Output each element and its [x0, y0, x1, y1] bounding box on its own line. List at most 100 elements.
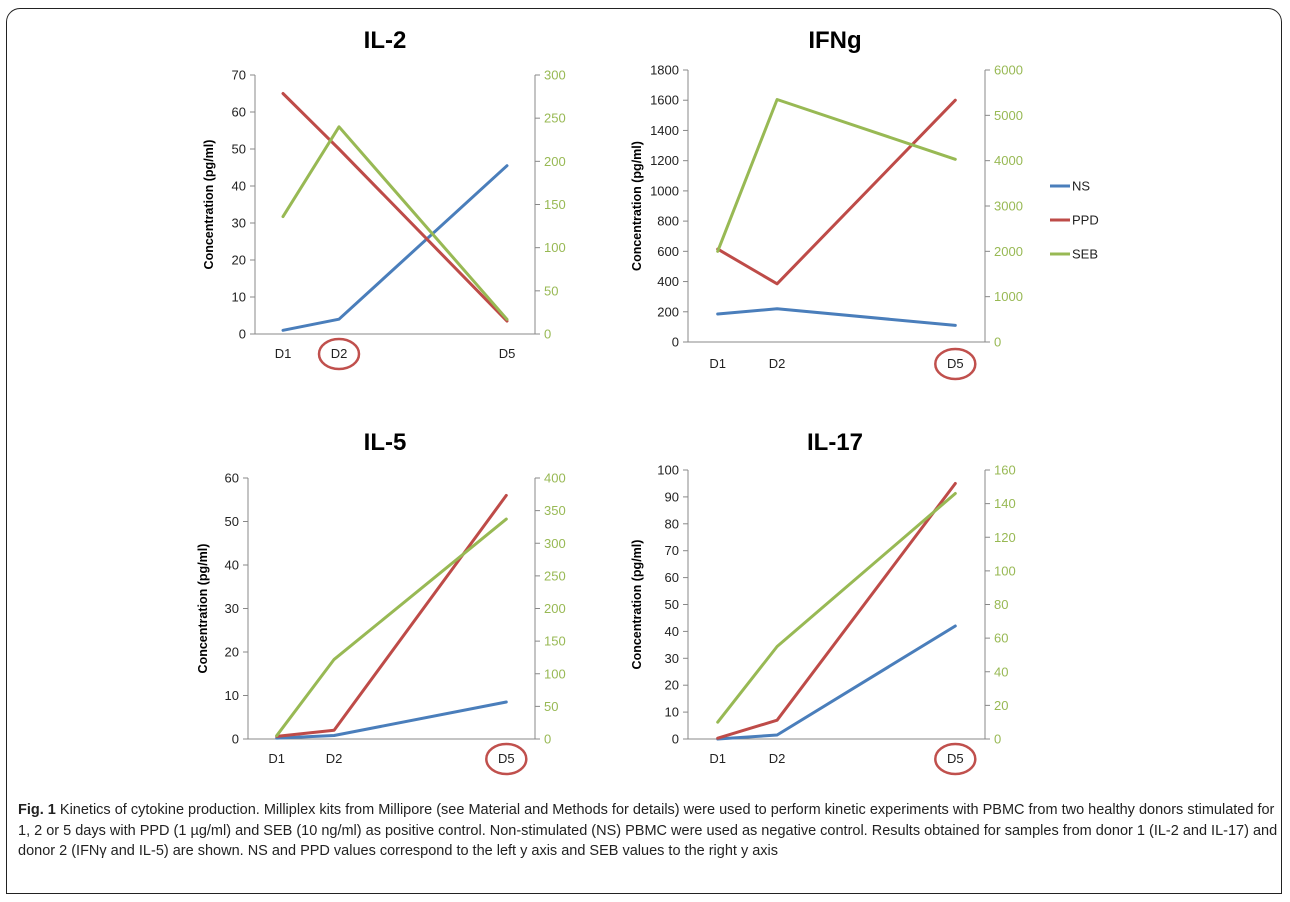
chart-title: IL-17	[807, 429, 863, 456]
figure-frame	[6, 8, 1282, 894]
y2-tick-label: 200	[544, 154, 566, 169]
x-tick-label: D1	[709, 356, 726, 371]
y-tick-label: 600	[657, 244, 679, 259]
y-tick-label: 60	[232, 105, 246, 120]
y-axis-label: Concentration (pg/ml)	[196, 544, 210, 674]
y-tick-label: 1200	[650, 153, 679, 168]
y2-tick-label: 20	[994, 698, 1008, 713]
caption-label: Fig. 1	[18, 802, 56, 818]
y-tick-label: 200	[657, 304, 679, 319]
y2-tick-label: 50	[544, 283, 558, 298]
y2-tick-label: 0	[544, 327, 551, 342]
legend-label-seb: SEB	[1072, 247, 1098, 262]
y-tick-label: 0	[232, 732, 239, 747]
y-tick-label: 1400	[650, 123, 679, 138]
x-tick-highlight-circle	[317, 337, 361, 371]
y-tick-label: 40	[665, 624, 679, 639]
y-tick-label: 60	[225, 471, 239, 486]
y2-tick-label: 300	[544, 536, 566, 551]
y-tick-label: 0	[672, 732, 679, 747]
y-tick-label: 1600	[650, 93, 679, 108]
y-axis-label: Concentration (pg/ml)	[630, 141, 644, 271]
y2-tick-label: 300	[544, 68, 566, 83]
series-line-ns	[716, 307, 957, 327]
y2-tick-label: 4000	[994, 153, 1023, 168]
y2-tick-label: 80	[994, 597, 1008, 612]
y-tick-label: 90	[665, 489, 679, 504]
series-line-ppd	[716, 482, 957, 740]
y2-tick-label: 120	[994, 530, 1016, 545]
y-tick-label: 20	[225, 645, 239, 660]
x-tick-highlight-circle	[934, 347, 977, 381]
x-tick-label: D2	[331, 346, 348, 361]
y2-tick-label: 150	[544, 634, 566, 649]
figure-caption: Fig. 1 Kinetics of cytokine production. …	[18, 800, 1280, 862]
x-tick-label: D1	[275, 346, 292, 361]
y-tick-label: 10	[665, 705, 679, 720]
series-line-ppd	[281, 92, 509, 323]
y2-tick-label: 50	[544, 699, 558, 714]
x-tick-label: D5	[499, 346, 516, 361]
x-tick-highlight-circle	[934, 742, 977, 776]
y2-tick-label: 40	[994, 664, 1008, 679]
y2-tick-label: 0	[994, 335, 1001, 350]
series-line-ns	[275, 700, 508, 740]
y2-tick-label: 200	[544, 601, 566, 616]
x-tick-label: D5	[947, 751, 964, 766]
y-tick-label: 10	[225, 688, 239, 703]
series-line-ppd	[716, 98, 957, 286]
y-tick-label: 20	[665, 678, 679, 693]
series-line-ns	[716, 624, 957, 741]
y-tick-label: 40	[232, 179, 246, 194]
y-tick-label: 10	[232, 290, 246, 305]
y2-tick-label: 350	[544, 503, 566, 518]
x-tick-label: D1	[268, 751, 285, 766]
y-tick-label: 40	[225, 558, 239, 573]
x-tick-label: D5	[947, 356, 964, 371]
y-tick-label: 800	[657, 214, 679, 229]
y-tick-label: 0	[672, 335, 679, 350]
y-tick-label: 70	[232, 68, 246, 83]
y2-tick-label: 250	[544, 111, 566, 126]
x-tick-label: D5	[498, 751, 515, 766]
y2-tick-label: 100	[994, 563, 1016, 578]
y2-tick-label: 60	[994, 631, 1008, 646]
y2-tick-label: 100	[544, 666, 566, 681]
y2-tick-label: 3000	[994, 199, 1023, 214]
y2-tick-label: 250	[544, 568, 566, 583]
x-tick-highlight-circle	[485, 742, 528, 776]
y2-tick-label: 150	[544, 197, 566, 212]
y2-tick-label: 400	[544, 471, 566, 486]
y-tick-label: 50	[665, 597, 679, 612]
y-tick-label: 30	[225, 601, 239, 616]
y-tick-label: 1800	[650, 63, 679, 78]
x-tick-label: D1	[709, 751, 726, 766]
legend-label-ns: NS	[1072, 179, 1090, 194]
y2-tick-label: 5000	[994, 108, 1023, 123]
y-tick-label: 50	[232, 142, 246, 157]
x-tick-label: D2	[769, 356, 786, 371]
series-line-ns	[281, 164, 509, 332]
y2-tick-label: 0	[994, 732, 1001, 747]
y-tick-label: 0	[239, 327, 246, 342]
y-tick-label: 1000	[650, 183, 679, 198]
series-line-seb	[716, 98, 957, 253]
y2-tick-label: 100	[544, 240, 566, 255]
caption-text: Kinetics of cytokine production. Millipl…	[18, 802, 1278, 859]
y-tick-label: 400	[657, 274, 679, 289]
y-tick-label: 30	[232, 216, 246, 231]
y-axis-label: Concentration (pg/ml)	[630, 540, 644, 670]
chart-title: IL-5	[364, 429, 407, 456]
chart-title: IL-2	[364, 27, 407, 54]
y-tick-label: 70	[665, 543, 679, 558]
y2-tick-label: 140	[994, 496, 1016, 511]
y-tick-label: 80	[665, 516, 679, 531]
y2-tick-label: 0	[544, 732, 551, 747]
y2-tick-label: 2000	[994, 244, 1023, 259]
chart-title: IFNg	[808, 27, 861, 54]
charts-area: IL-2 Concentration (pg/ml) 0 10 20 30 40 50 60 70…	[196, 27, 1099, 776]
y2-tick-label: 1000	[994, 289, 1023, 304]
series-line-seb	[281, 125, 509, 321]
y-tick-label: 60	[665, 570, 679, 585]
series-line-seb	[716, 492, 957, 724]
